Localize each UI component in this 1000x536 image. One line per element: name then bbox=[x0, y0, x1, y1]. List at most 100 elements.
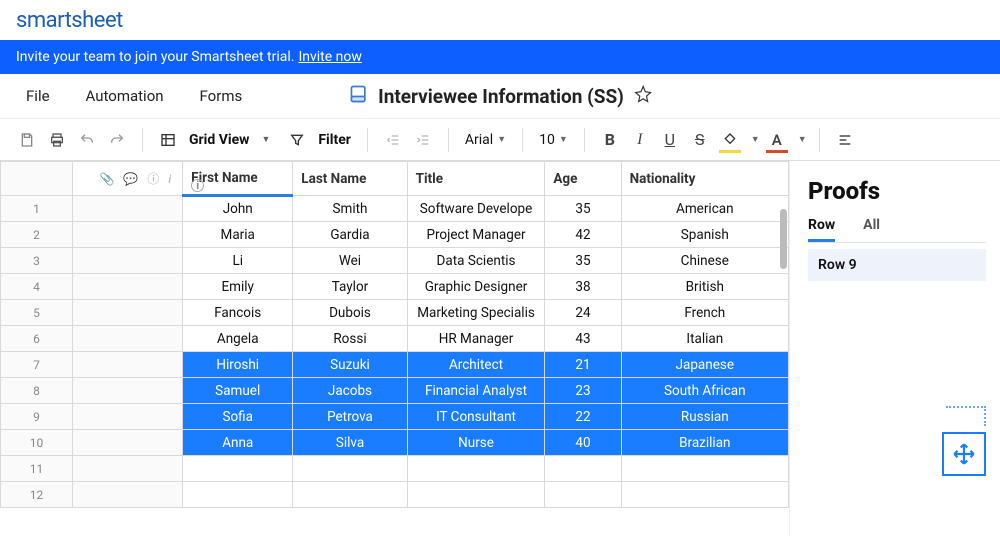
save-icon[interactable] bbox=[14, 127, 40, 153]
table-row[interactable]: 4EmilyTaylorGraphic Designer38British bbox=[1, 274, 789, 300]
data-cell[interactable]: Li bbox=[183, 248, 293, 274]
column-header-last-name[interactable]: Last Name bbox=[293, 162, 407, 196]
table-row[interactable]: 2MariaGardiaProject Manager42Spanish bbox=[1, 222, 789, 248]
filter-label[interactable]: Filter bbox=[314, 132, 355, 148]
fill-caret-icon[interactable]: ▼ bbox=[751, 134, 760, 145]
attachment-cell[interactable] bbox=[73, 248, 183, 274]
attachment-cell[interactable] bbox=[73, 352, 183, 378]
data-cell[interactable]: 24 bbox=[545, 300, 621, 326]
tab-all[interactable]: All bbox=[863, 217, 880, 242]
data-cell[interactable]: South African bbox=[621, 378, 788, 404]
view-label[interactable]: Grid View bbox=[185, 132, 253, 148]
column-header-nationality[interactable]: Nationality bbox=[621, 162, 788, 196]
indent-icon[interactable] bbox=[410, 127, 436, 153]
data-cell[interactable] bbox=[183, 482, 293, 508]
outdent-icon[interactable] bbox=[380, 127, 406, 153]
data-cell[interactable] bbox=[293, 456, 407, 482]
data-cell[interactable] bbox=[293, 482, 407, 508]
row-number-cell[interactable]: 10 bbox=[1, 430, 73, 456]
data-cell[interactable]: Russian bbox=[621, 404, 788, 430]
invite-link[interactable]: Invite now bbox=[298, 49, 361, 65]
table-row[interactable]: 8SamuelJacobsFinancial Analyst23South Af… bbox=[1, 378, 789, 404]
data-cell[interactable] bbox=[621, 482, 788, 508]
row-number-cell[interactable]: 9 bbox=[1, 404, 73, 430]
data-cell[interactable] bbox=[407, 482, 545, 508]
menu-forms[interactable]: Forms bbox=[190, 81, 253, 111]
row-number-cell[interactable]: 7 bbox=[1, 352, 73, 378]
data-cell[interactable]: Jacobs bbox=[293, 378, 407, 404]
bold-button[interactable]: B bbox=[597, 127, 623, 153]
row-number-cell[interactable]: 6 bbox=[1, 326, 73, 352]
table-row[interactable]: 11 bbox=[1, 456, 789, 482]
data-cell[interactable] bbox=[621, 456, 788, 482]
data-cell[interactable]: 42 bbox=[545, 222, 621, 248]
menu-automation[interactable]: Automation bbox=[76, 81, 174, 111]
column-header-first-name[interactable]: First Namei bbox=[183, 162, 293, 196]
attachment-cell[interactable] bbox=[73, 456, 183, 482]
row-number-cell[interactable]: 12 bbox=[1, 482, 73, 508]
move-handle[interactable] bbox=[942, 432, 986, 476]
row-number-cell[interactable]: 8 bbox=[1, 378, 73, 404]
data-cell[interactable]: Chinese bbox=[621, 248, 788, 274]
data-cell[interactable]: Wei bbox=[293, 248, 407, 274]
data-cell[interactable]: Maria bbox=[183, 222, 293, 248]
view-icon[interactable] bbox=[155, 127, 181, 153]
data-cell[interactable] bbox=[407, 456, 545, 482]
table-row[interactable]: 3LiWeiData Scientis35Chinese bbox=[1, 248, 789, 274]
data-grid[interactable]: 📎 💬 ⓘ i First Namei Last Name Title Age … bbox=[0, 161, 789, 508]
data-cell[interactable]: Samuel bbox=[183, 378, 293, 404]
attachment-header[interactable]: 📎 💬 ⓘ i bbox=[73, 162, 183, 196]
data-cell[interactable]: Architect bbox=[407, 352, 545, 378]
row-number-cell[interactable]: 2 bbox=[1, 222, 73, 248]
filter-icon[interactable] bbox=[284, 127, 310, 153]
align-icon[interactable] bbox=[832, 127, 858, 153]
attachment-cell[interactable] bbox=[73, 482, 183, 508]
data-cell[interactable]: HR Manager bbox=[407, 326, 545, 352]
data-cell[interactable]: Dubois bbox=[293, 300, 407, 326]
table-row[interactable]: 1JohnSmithSoftware Develope35American bbox=[1, 196, 789, 222]
data-cell[interactable]: Spanish bbox=[621, 222, 788, 248]
attachment-cell[interactable] bbox=[73, 196, 183, 222]
attachment-cell[interactable] bbox=[73, 430, 183, 456]
brand-logo[interactable]: smartsheet bbox=[16, 8, 123, 33]
text-color-button[interactable]: A bbox=[764, 127, 790, 153]
data-cell[interactable]: Italian bbox=[621, 326, 788, 352]
data-cell[interactable]: Software Develope bbox=[407, 196, 545, 222]
data-cell[interactable]: Financial Analyst bbox=[407, 378, 545, 404]
data-cell[interactable]: French bbox=[621, 300, 788, 326]
star-icon[interactable] bbox=[634, 85, 652, 107]
data-cell[interactable]: 43 bbox=[545, 326, 621, 352]
proof-row-item[interactable]: Row 9 bbox=[808, 249, 986, 281]
data-cell[interactable] bbox=[545, 456, 621, 482]
data-cell[interactable]: Fancois bbox=[183, 300, 293, 326]
vertical-scrollbar[interactable] bbox=[780, 209, 787, 269]
data-cell[interactable]: 21 bbox=[545, 352, 621, 378]
data-cell[interactable]: 35 bbox=[545, 196, 621, 222]
data-cell[interactable]: Japanese bbox=[621, 352, 788, 378]
data-cell[interactable]: 35 bbox=[545, 248, 621, 274]
data-cell[interactable]: American bbox=[621, 196, 788, 222]
underline-button[interactable]: U bbox=[657, 127, 683, 153]
data-cell[interactable]: IT Consultant bbox=[407, 404, 545, 430]
sheet-title[interactable]: Interviewee Information (SS) bbox=[378, 85, 624, 108]
attachment-cell[interactable] bbox=[73, 274, 183, 300]
attachment-cell[interactable] bbox=[73, 326, 183, 352]
column-header-age[interactable]: Age bbox=[545, 162, 621, 196]
tab-row[interactable]: Row bbox=[808, 217, 835, 242]
data-cell[interactable]: Data Scientis bbox=[407, 248, 545, 274]
data-cell[interactable]: John bbox=[183, 196, 293, 222]
data-cell[interactable]: Brazilian bbox=[621, 430, 788, 456]
table-row[interactable]: 6AngelaRossiHR Manager43Italian bbox=[1, 326, 789, 352]
data-cell[interactable]: Marketing Specialis bbox=[407, 300, 545, 326]
italic-button[interactable]: I bbox=[627, 127, 653, 153]
data-cell[interactable]: Suzuki bbox=[293, 352, 407, 378]
undo-icon[interactable] bbox=[74, 127, 100, 153]
data-cell[interactable]: 22 bbox=[545, 404, 621, 430]
row-number-cell[interactable]: 11 bbox=[1, 456, 73, 482]
table-row[interactable]: 12 bbox=[1, 482, 789, 508]
data-cell[interactable]: Anna bbox=[183, 430, 293, 456]
row-number-cell[interactable]: 5 bbox=[1, 300, 73, 326]
view-caret-icon[interactable]: ▼ bbox=[261, 134, 270, 145]
data-cell[interactable]: Emily bbox=[183, 274, 293, 300]
table-row[interactable]: 7HiroshiSuzukiArchitect21Japanese bbox=[1, 352, 789, 378]
